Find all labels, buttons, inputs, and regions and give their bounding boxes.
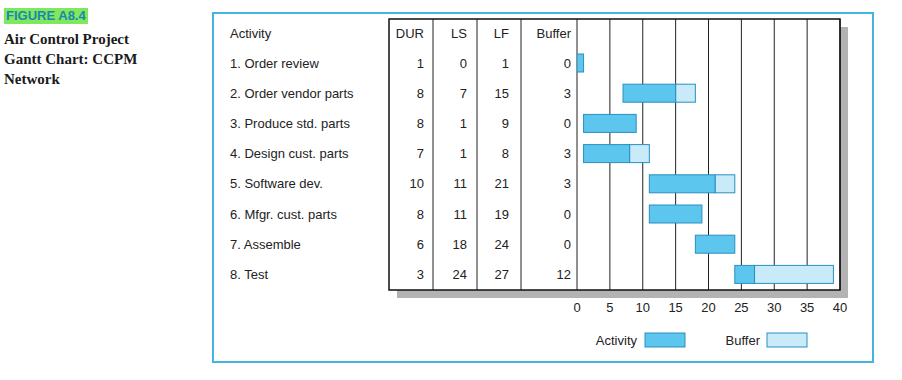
activity-name: 4. Design cust. parts [230, 146, 349, 161]
frame [389, 19, 840, 290]
buffer: 0 [564, 207, 571, 222]
tick-label: 10 [636, 300, 650, 315]
activity-name: 6. Mfgr. cust. parts [230, 207, 337, 222]
duration: 1 [417, 56, 424, 71]
late-start: 1 [460, 116, 467, 131]
late-start: 11 [454, 176, 468, 191]
activity-bar [577, 54, 584, 72]
late-finish: 24 [495, 237, 509, 252]
tick-label: 0 [573, 300, 580, 315]
late-finish: 9 [502, 116, 509, 131]
activity-bar [623, 84, 676, 102]
buffer: 0 [564, 237, 571, 252]
duration: 10 [410, 176, 424, 191]
activity-name: 5. Software dev. [230, 176, 323, 191]
grid-line [741, 19, 742, 290]
tick-label: 25 [734, 300, 748, 315]
buffer: 3 [564, 146, 571, 161]
column-line [477, 19, 478, 290]
panel [213, 13, 873, 362]
activity-name: 7. Assemble [230, 237, 301, 252]
column-header: DUR [396, 26, 424, 41]
frame-bg [389, 19, 840, 290]
bars [577, 54, 833, 283]
activity-bar [584, 145, 630, 163]
title: Air Control Project Gantt Chart: CCPM Ne… [4, 29, 169, 89]
column-header: Activity [230, 26, 272, 41]
tick-label: 40 [833, 300, 847, 315]
activity-name: 2. Order vendor parts [230, 86, 354, 101]
activity-bar [584, 114, 637, 132]
legend-swatch [767, 333, 807, 347]
legend-label: Activity [596, 333, 638, 348]
buffer-bar [715, 175, 735, 193]
late-finish: 15 [495, 86, 509, 101]
late-start: 0 [460, 56, 467, 71]
buffer: 0 [564, 116, 571, 131]
activity-bar [735, 265, 755, 283]
grid-line [774, 19, 775, 290]
activity-name: 3. Produce std. parts [230, 116, 350, 131]
duration: 7 [417, 146, 424, 161]
tick-label: 15 [668, 300, 682, 315]
activity-bar [649, 205, 702, 223]
legend-swatch [645, 333, 685, 347]
chart: 0510152025303540ActivityDURLSLFBuffer1. … [0, 0, 902, 380]
buffer-bar [630, 145, 650, 163]
tick-label: 30 [767, 300, 781, 315]
duration: 3 [417, 267, 424, 282]
column-header: Buffer [537, 26, 572, 41]
column-header: LS [451, 26, 467, 41]
grid-line [675, 19, 676, 290]
late-start: 1 [460, 146, 467, 161]
late-start: 24 [453, 267, 467, 282]
column-line [521, 19, 522, 290]
buffer: 3 [564, 86, 571, 101]
late-finish: 21 [495, 176, 509, 191]
legend-label: Buffer [726, 333, 761, 348]
buffer-bar [755, 265, 834, 283]
activity-name: 8. Test [230, 267, 268, 282]
figure-label: FIGURE A8.4 [4, 8, 88, 24]
duration: 8 [417, 116, 424, 131]
buffer: 0 [564, 56, 571, 71]
activity-bar [695, 235, 734, 253]
tick-label: 35 [800, 300, 814, 315]
late-start: 7 [460, 86, 467, 101]
activity-name: 1. Order review [230, 56, 319, 71]
buffer: 12 [557, 267, 571, 282]
tick-label: 5 [606, 300, 613, 315]
duration: 8 [417, 86, 424, 101]
column-line [433, 19, 434, 290]
duration: 6 [417, 237, 424, 252]
activity-bar [649, 175, 715, 193]
tick-label: 20 [701, 300, 715, 315]
grid-line [807, 19, 808, 290]
late-start: 18 [453, 237, 467, 252]
buffer: 3 [564, 176, 571, 191]
late-finish: 27 [495, 267, 509, 282]
duration: 8 [417, 207, 424, 222]
buffer-bar [676, 84, 696, 102]
late-start: 11 [454, 207, 468, 222]
late-finish: 19 [495, 207, 509, 222]
late-finish: 8 [502, 146, 509, 161]
column-header: LF [494, 26, 509, 41]
late-finish: 1 [502, 56, 509, 71]
